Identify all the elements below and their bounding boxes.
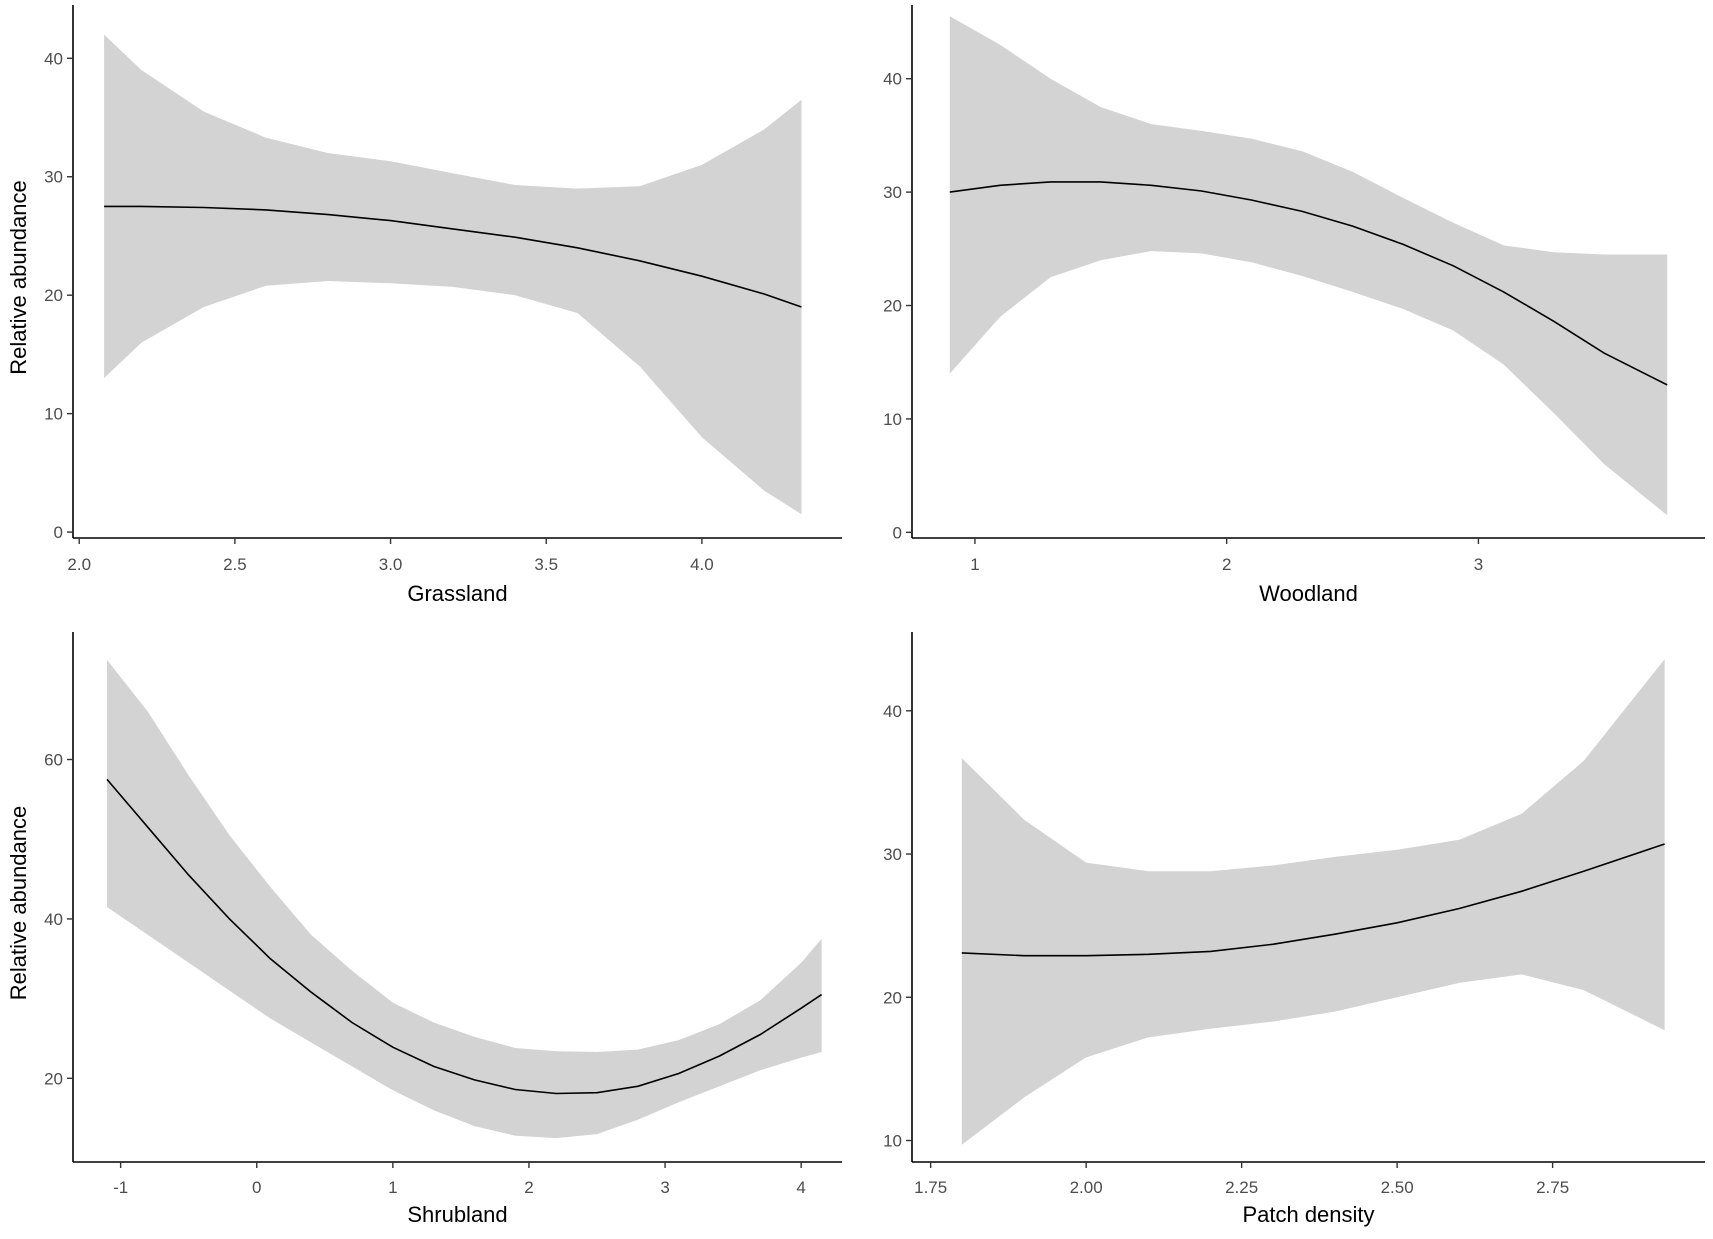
x-tick-label: 1.75 — [914, 1178, 947, 1197]
fit-line — [961, 843, 1665, 957]
x-tick-label: 1 — [388, 1178, 397, 1197]
y-tick-label: 30 — [883, 183, 902, 202]
x-tick-label: 3 — [1474, 555, 1483, 574]
x-tick-label: 1 — [970, 555, 979, 574]
y-tick-label: 0 — [893, 523, 902, 542]
x-tick-label: 4 — [796, 1178, 805, 1197]
y-tick-label: 10 — [883, 1132, 902, 1151]
x-tick-label: 2.25 — [1225, 1178, 1258, 1197]
confidence-band — [107, 659, 822, 1139]
x-axis-title: Shrubland — [407, 1202, 507, 1227]
x-tick-label: 2.75 — [1536, 1178, 1569, 1197]
x-tick-label: 2.5 — [223, 555, 247, 574]
panel-bottom-left: 20 40 60 -1 0 1 2 3 4 Shrubland Relative abundance — [6, 632, 842, 1227]
y-tick-label: 20 — [883, 988, 902, 1007]
y-tick-label: 40 — [883, 702, 902, 721]
panel-bottom-right: 10 20 30 40 1.75 2.00 2.25 2.50 2.75 Patch densit… — [883, 632, 1705, 1227]
x-tick-label: 2 — [1222, 555, 1231, 574]
y-tick-label: 30 — [883, 845, 902, 864]
y-axis-title: Relative abundance — [6, 180, 31, 374]
x-axis-title: Woodland — [1259, 581, 1358, 606]
confidence-band — [961, 659, 1665, 1145]
y-tick-label: 30 — [44, 168, 63, 187]
fit-line — [106, 778, 823, 1095]
x-tick-label: 3 — [660, 1178, 669, 1197]
x-tick-label: 3.5 — [534, 555, 558, 574]
panel-top-left: 0 10 20 30 40 2.0 2.5 3.0 3.5 4.0 Grassland Relativ… — [6, 5, 842, 606]
x-axis-title: Patch density — [1242, 1202, 1374, 1227]
y-tick-label: 20 — [44, 286, 63, 305]
confidence-band — [104, 34, 802, 515]
x-tick-label: -1 — [113, 1178, 128, 1197]
x-tick-label: 4.0 — [690, 555, 714, 574]
y-tick-label: 10 — [883, 410, 902, 429]
x-tick-label: 0 — [252, 1178, 261, 1197]
x-tick-label: 2.00 — [1070, 1178, 1103, 1197]
y-tick-label: 60 — [44, 751, 63, 770]
y-tick-label: 0 — [54, 523, 63, 542]
panel-top-right: 0 10 20 30 40 1 2 3 Woodland — [883, 5, 1705, 606]
y-tick-label: 40 — [44, 910, 63, 929]
x-tick-label: 2 — [524, 1178, 533, 1197]
y-tick-label: 20 — [883, 297, 902, 316]
confidence-band — [949, 16, 1668, 516]
x-tick-label: 2.50 — [1381, 1178, 1414, 1197]
x-axis-title: Grassland — [407, 581, 507, 606]
fit-line — [949, 181, 1668, 386]
y-tick-label: 20 — [44, 1069, 63, 1088]
y-tick-label: 10 — [44, 405, 63, 424]
x-tick-label: 2.0 — [67, 555, 91, 574]
fit-line — [104, 205, 802, 308]
y-tick-label: 40 — [44, 49, 63, 68]
x-tick-label: 3.0 — [379, 555, 403, 574]
y-axis-title: Relative abundance — [6, 806, 31, 1000]
y-tick-label: 40 — [883, 70, 902, 89]
